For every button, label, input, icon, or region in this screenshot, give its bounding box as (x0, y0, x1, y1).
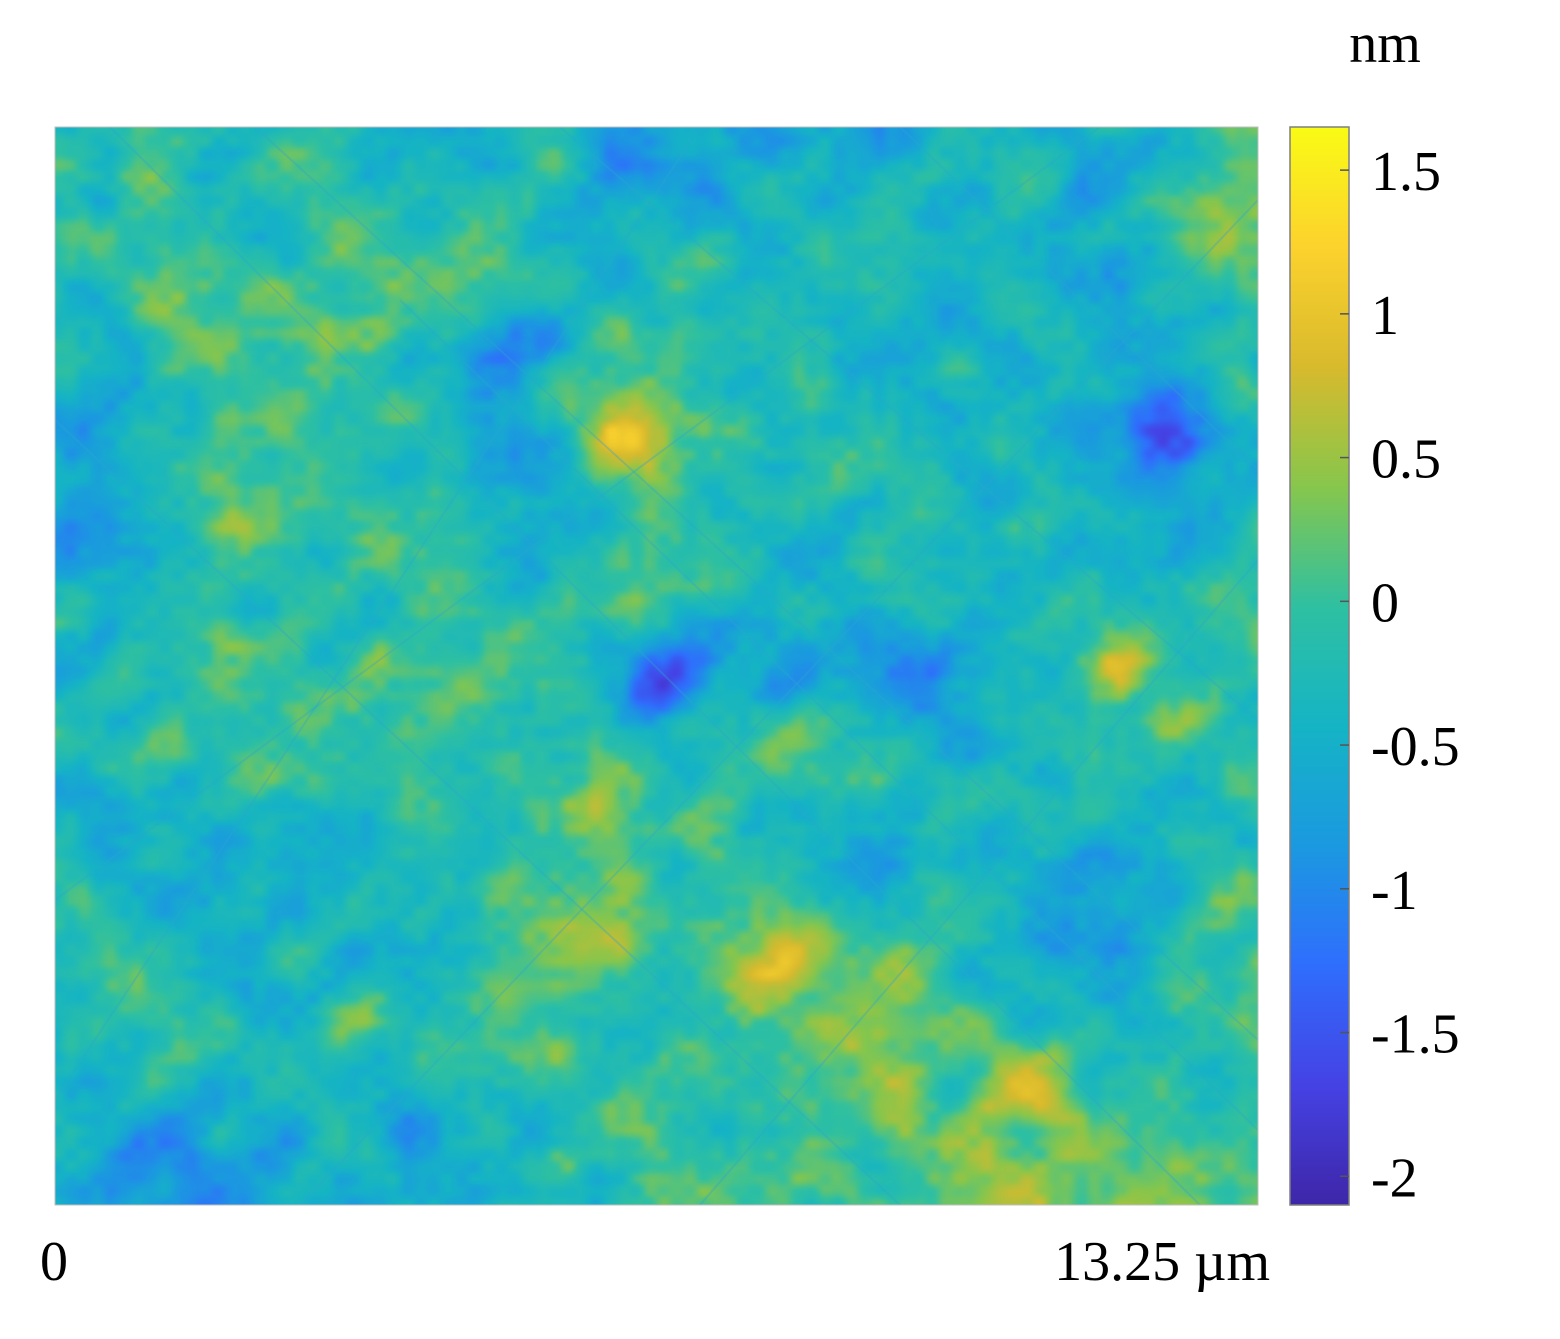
scratch-line (55, 127, 701, 1101)
colorbar-gradient (1290, 127, 1349, 1205)
colorbar-tick-label: 0 (1371, 572, 1399, 634)
scratch-line (109, 127, 1201, 1205)
scratch-line (55, 419, 901, 1205)
scratch-line (299, 199, 1258, 1205)
colorbar-tick-label: 0.5 (1371, 429, 1441, 491)
scratch-line (559, 127, 1258, 721)
colorbar-tick-label: -1.5 (1371, 1004, 1460, 1066)
height-map (54, 126, 1259, 1206)
height-map-image (55, 127, 1258, 1205)
scratch-line (699, 559, 1258, 1205)
colorbar-tick-label: -1 (1371, 860, 1418, 922)
x-axis-start-label: 0 (40, 1231, 68, 1293)
colorbar-tick-label: 1.5 (1371, 141, 1441, 203)
scratch-line (899, 127, 1258, 471)
colorbar-frame (1289, 126, 1350, 1206)
colorbar-unit-label: nm (1349, 13, 1421, 75)
x-axis-end-label: 13.25 µm (1054, 1231, 1270, 1293)
colorbar: 1.5 1 0.5 0 -0.5 -1 -1.5 -2 nm (1289, 13, 1460, 1209)
colorbar-tick-label: 1 (1371, 285, 1399, 347)
colorbar-tick-label: -2 (1371, 1147, 1418, 1209)
colorbar-tick-label: -0.5 (1371, 716, 1460, 778)
scratch-line (399, 299, 1258, 1131)
scratch-line (55, 127, 1101, 901)
colorbar-ticks: 1.5 1 0.5 0 -0.5 -1 -1.5 -2 (1340, 141, 1460, 1209)
scratch-lines (55, 127, 1258, 1205)
height-map-frame (54, 126, 1259, 1206)
scratch-line (254, 127, 1258, 1041)
